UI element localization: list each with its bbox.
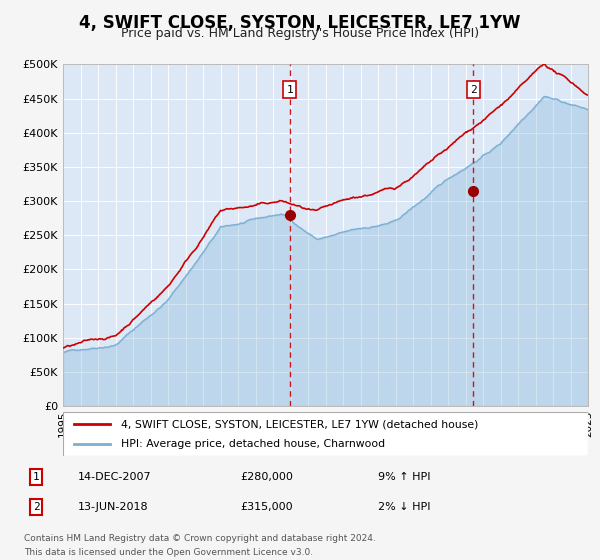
Text: 4, SWIFT CLOSE, SYSTON, LEICESTER, LE7 1YW: 4, SWIFT CLOSE, SYSTON, LEICESTER, LE7 1… — [79, 14, 521, 32]
FancyBboxPatch shape — [63, 412, 588, 456]
Text: £280,000: £280,000 — [240, 472, 293, 482]
Text: 1: 1 — [286, 85, 293, 95]
Text: 2: 2 — [470, 85, 477, 95]
Text: HPI: Average price, detached house, Charnwood: HPI: Average price, detached house, Char… — [121, 439, 385, 449]
Text: Price paid vs. HM Land Registry's House Price Index (HPI): Price paid vs. HM Land Registry's House … — [121, 27, 479, 40]
Text: £315,000: £315,000 — [240, 502, 293, 512]
Text: Contains HM Land Registry data © Crown copyright and database right 2024.: Contains HM Land Registry data © Crown c… — [24, 534, 376, 543]
Text: 4, SWIFT CLOSE, SYSTON, LEICESTER, LE7 1YW (detached house): 4, SWIFT CLOSE, SYSTON, LEICESTER, LE7 1… — [121, 419, 478, 429]
Text: 1: 1 — [32, 472, 40, 482]
Text: 2: 2 — [32, 502, 40, 512]
Text: 2% ↓ HPI: 2% ↓ HPI — [378, 502, 431, 512]
Text: This data is licensed under the Open Government Licence v3.0.: This data is licensed under the Open Gov… — [24, 548, 313, 557]
Text: 9% ↑ HPI: 9% ↑ HPI — [378, 472, 431, 482]
Text: 13-JUN-2018: 13-JUN-2018 — [78, 502, 149, 512]
Text: 14-DEC-2007: 14-DEC-2007 — [78, 472, 152, 482]
